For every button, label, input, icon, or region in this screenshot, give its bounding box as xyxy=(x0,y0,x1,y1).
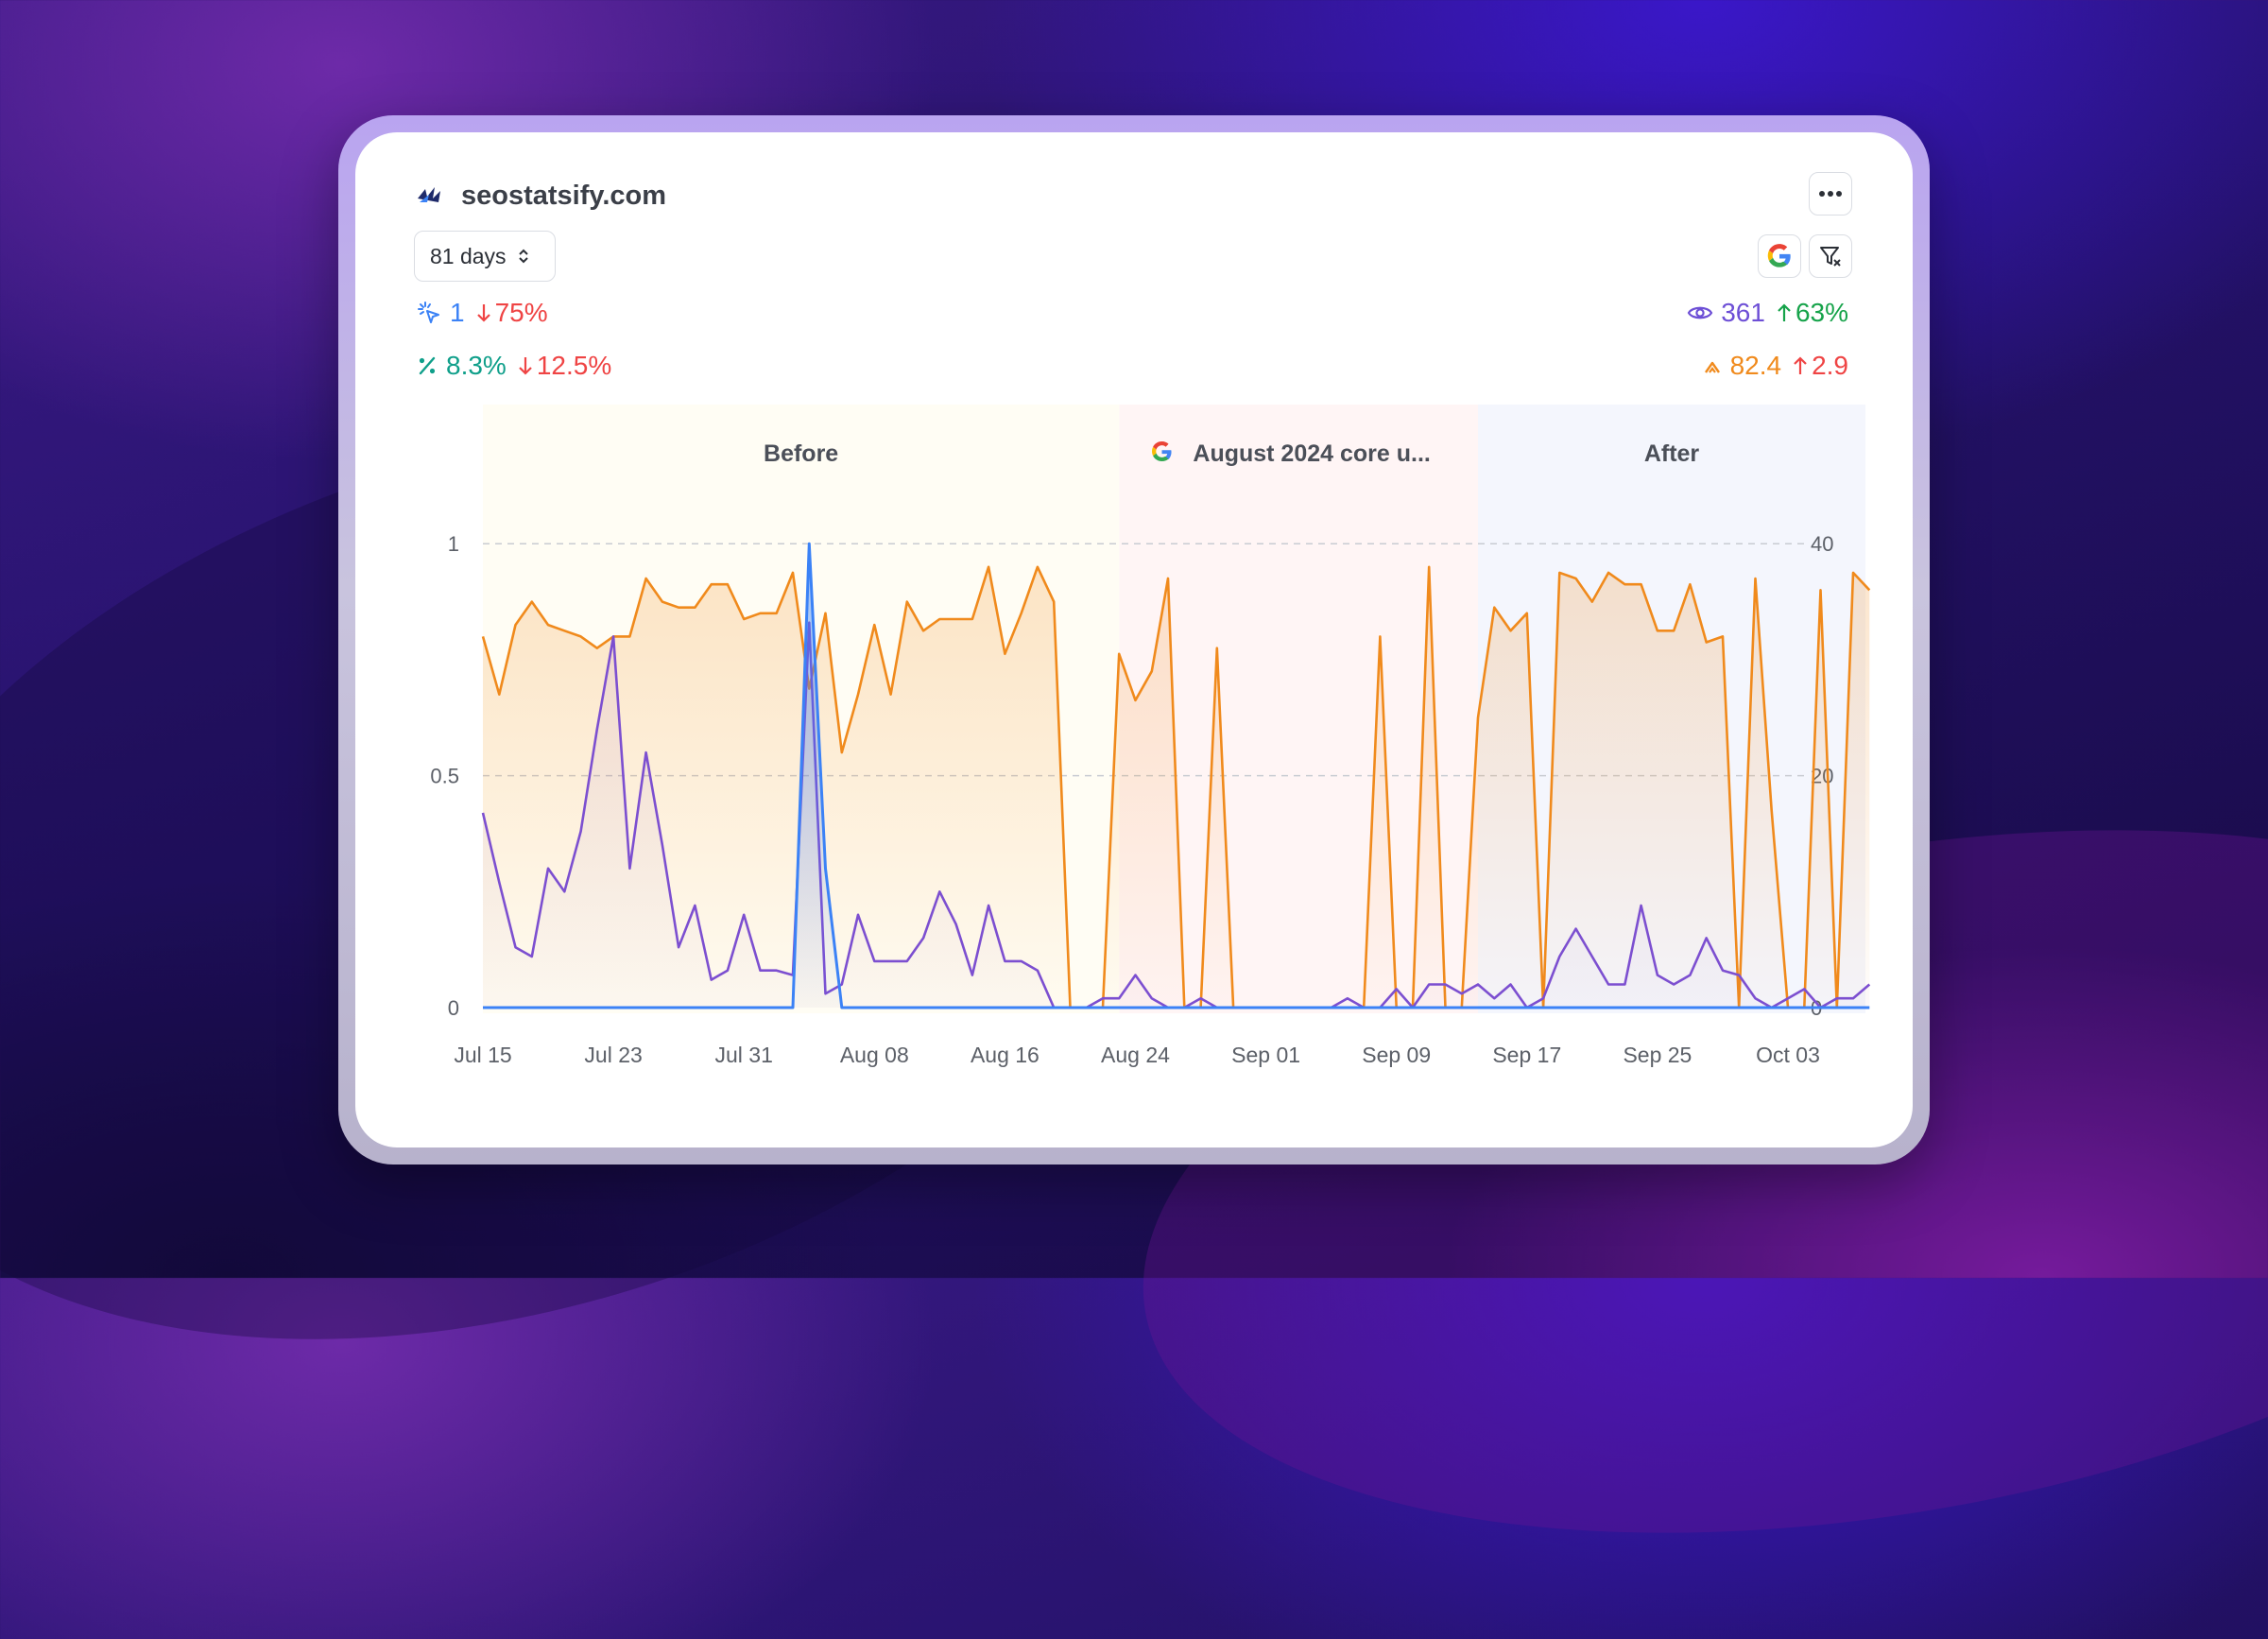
eye-icon xyxy=(1687,306,1713,319)
date-range-label: 81 days xyxy=(430,243,507,268)
date-range-select[interactable]: 81 days xyxy=(414,231,556,282)
impressions-value: 361 xyxy=(1721,298,1765,327)
clicks-value: 1 xyxy=(450,298,465,327)
seostatsify-logo-icon xyxy=(418,187,440,202)
filter-icon xyxy=(1820,247,1841,267)
site-card xyxy=(355,132,1913,1147)
google-g-icon xyxy=(1767,244,1791,267)
arrow-down-icon xyxy=(519,357,532,375)
ctr-metric: 8.3% 12.5% xyxy=(416,350,611,382)
arrow-down-icon xyxy=(476,304,490,322)
ctr-change: 12.5% xyxy=(536,351,612,380)
ctr-value: 8.3% xyxy=(446,351,507,380)
impressions-change: 63% xyxy=(1795,298,1848,327)
position-value: 82.4 xyxy=(1729,351,1782,380)
chevron-up-down-icon xyxy=(518,249,528,264)
position-metric: 82.4 2.9 xyxy=(1702,350,1848,382)
more-options-button[interactable] xyxy=(1809,172,1852,216)
arrow-up-icon xyxy=(1794,356,1807,374)
google-source-button[interactable] xyxy=(1758,234,1801,278)
cursor-click-icon xyxy=(418,302,439,323)
arrow-up-icon xyxy=(1778,303,1791,321)
percent-icon xyxy=(419,356,436,375)
position-change: 2.9 xyxy=(1812,351,1848,380)
more-horizontal-icon xyxy=(1819,191,1842,197)
clicks-change: 75% xyxy=(494,298,548,327)
impressions-metric: 361 63% xyxy=(1687,297,1848,329)
site-name[interactable]: seostatsify.com xyxy=(461,181,667,211)
rank-chevron-icon xyxy=(1704,361,1720,373)
clicks-metric: 1 75% xyxy=(416,297,548,329)
filter-button[interactable] xyxy=(1809,234,1852,278)
